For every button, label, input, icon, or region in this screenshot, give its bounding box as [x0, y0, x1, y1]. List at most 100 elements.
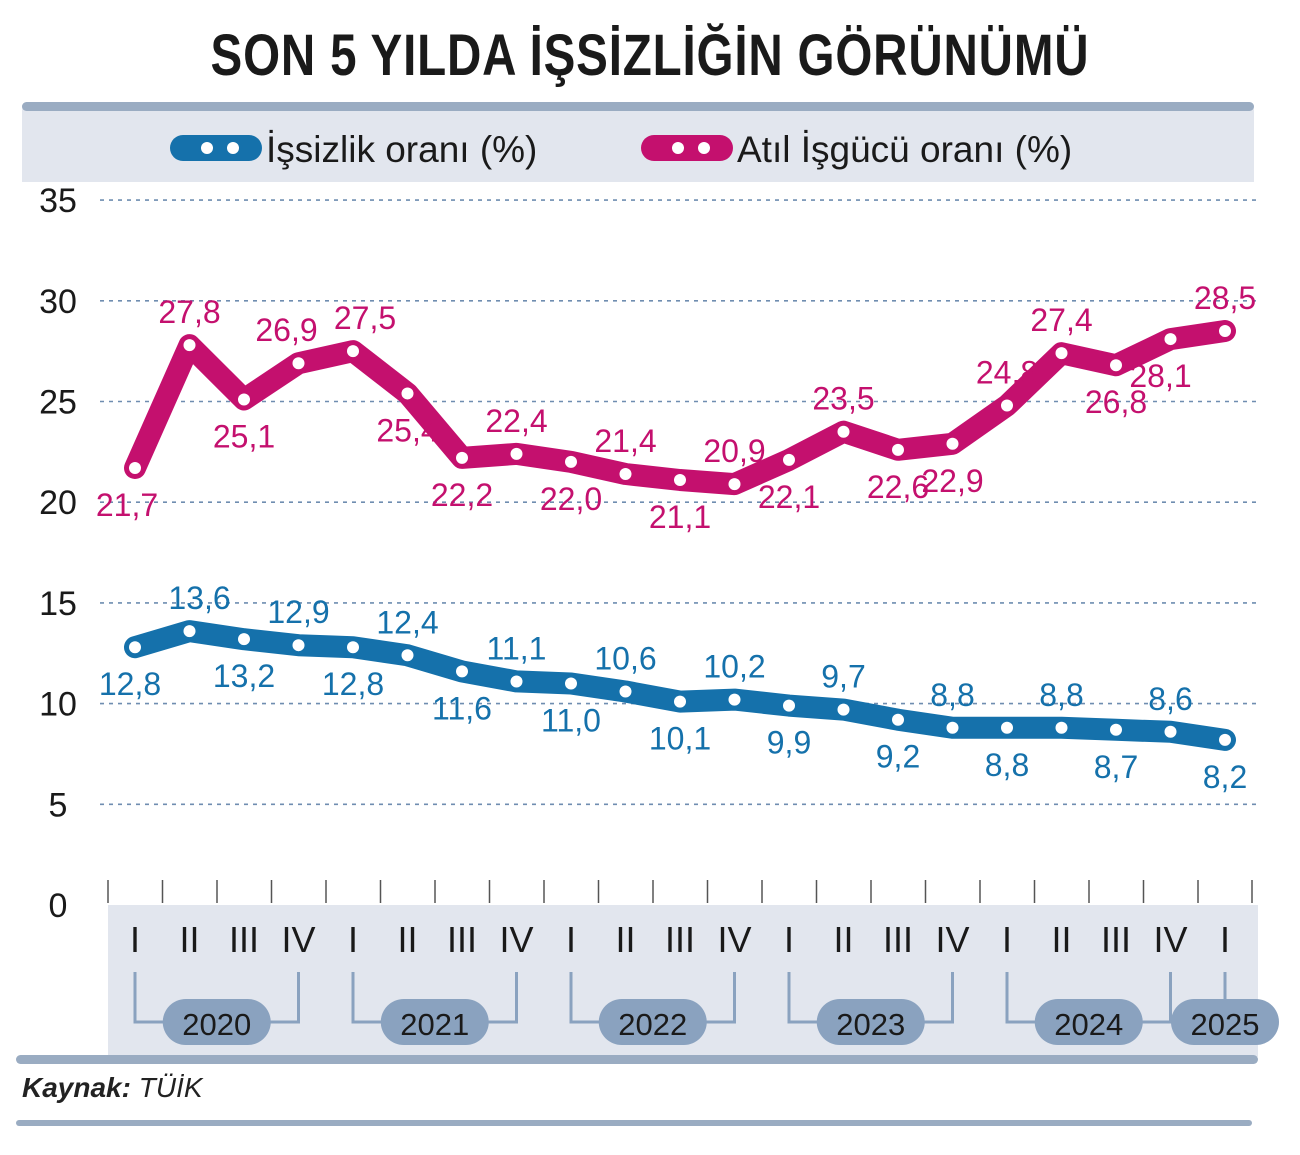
data-label-unemployment: 9,9: [767, 725, 811, 761]
year-pill: [162, 999, 271, 1045]
data-label-unemployment: 13,6: [168, 580, 230, 616]
data-label-underutilization: 22,1: [758, 479, 820, 515]
data-label-underutilization: 27,5: [334, 300, 396, 336]
quarter-label: IV: [935, 919, 969, 960]
data-label-underutilization: 24,8: [976, 355, 1038, 391]
data-point-unemployment: [565, 677, 577, 690]
year-label: 2020: [182, 1007, 251, 1042]
source-line: Kaynak: TÜİK: [22, 1072, 203, 1104]
data-point-underutilization: [238, 393, 250, 406]
data-point-unemployment: [892, 713, 904, 726]
quarter-label: II: [615, 919, 635, 960]
data-point-unemployment: [728, 693, 741, 706]
data-label-unemployment: 8,6: [1148, 681, 1192, 717]
data-point-unemployment: [401, 649, 414, 662]
data-point-unemployment: [238, 633, 250, 646]
legend-item-unemployment: İşsizlik oranı (%): [170, 129, 537, 170]
data-label-unemployment: 12,8: [322, 666, 384, 702]
y-tick-label: 35: [39, 182, 77, 220]
legend-label-unemployment: İşsizlik oranı (%): [266, 129, 537, 170]
data-label-unemployment: 8,7: [1094, 749, 1138, 785]
quarter-label: II: [179, 919, 199, 960]
y-tick-label: 0: [49, 887, 68, 925]
y-tick-label: 30: [39, 283, 77, 321]
data-point-unemployment: [456, 665, 468, 678]
data-point-underutilization: [1219, 325, 1231, 338]
quarter-label: IV: [717, 919, 751, 960]
data-point-unemployment: [129, 641, 141, 654]
data-label-unemployment: 10,1: [649, 721, 711, 757]
data-label-underutilization: 23,5: [812, 381, 874, 417]
data-label-underutilization: 26,8: [1085, 384, 1147, 420]
data-point-unemployment: [292, 639, 305, 652]
year-label: 2022: [618, 1007, 687, 1042]
quarter-label: II: [397, 919, 417, 960]
quarter-label: III: [883, 919, 913, 960]
quarter-label: I: [784, 919, 794, 960]
legend-band-top-rule: [22, 102, 1254, 111]
data-label-underutilization: 27,8: [158, 294, 220, 330]
data-label-unemployment: 12,9: [267, 594, 329, 630]
data-point-underutilization: [1001, 399, 1013, 412]
data-point-underutilization: [946, 437, 959, 450]
quarter-label: III: [665, 919, 695, 960]
y-tick-label: 15: [39, 585, 77, 623]
data-point-underutilization: [837, 425, 850, 438]
data-point-underutilization: [892, 443, 904, 456]
data-label-underutilization: 25,1: [213, 418, 275, 454]
data-point-unemployment: [1001, 721, 1013, 734]
y-tick-label: 25: [39, 384, 77, 422]
data-point-underutilization: [292, 357, 305, 370]
data-label-underutilization: 22,0: [540, 481, 602, 517]
data-point-underutilization: [1110, 359, 1122, 372]
data-label-underutilization: 22,4: [485, 403, 547, 439]
legend-item-underutilization: Atıl İşgücü oranı (%): [641, 129, 1072, 170]
quarter-label: I: [130, 919, 140, 960]
year-label: 2024: [1054, 1007, 1123, 1042]
quarter-label: II: [1051, 919, 1071, 960]
data-label-unemployment: 12,4: [376, 604, 438, 640]
data-label-unemployment: 9,7: [821, 659, 865, 695]
data-label-unemployment: 8,8: [985, 747, 1029, 783]
data-point-unemployment: [1055, 721, 1068, 734]
data-point-unemployment: [510, 675, 523, 688]
data-label-underutilization: 21,7: [96, 487, 158, 523]
data-label-unemployment: 9,2: [876, 739, 920, 775]
year-pill: [598, 999, 707, 1045]
data-label-underutilization: 22,2: [431, 477, 493, 513]
data-label-underutilization: 22,6: [867, 469, 929, 505]
data-point-unemployment: [1110, 723, 1122, 736]
quarter-label: I: [1002, 919, 1012, 960]
data-label-underutilization: 22,9: [921, 463, 983, 499]
data-point-unemployment: [674, 695, 686, 708]
data-label-underutilization: 25,4: [376, 412, 438, 448]
data-label-unemployment: 8,2: [1203, 759, 1247, 795]
data-label-unemployment: 12,8: [99, 666, 161, 702]
data-label-unemployment: 10,6: [594, 641, 656, 677]
data-label-unemployment: 11,1: [487, 630, 547, 666]
year-label: 2023: [836, 1007, 905, 1042]
quarter-label: III: [229, 919, 259, 960]
data-point-unemployment: [619, 685, 632, 698]
data-point-underutilization: [401, 387, 414, 400]
x-axis-bottom-rule: [16, 1055, 1258, 1064]
data-label-unemployment: 11,0: [541, 702, 601, 738]
quarter-label: III: [1101, 919, 1131, 960]
data-point-underutilization: [728, 478, 741, 491]
data-point-underutilization: [510, 447, 523, 460]
data-point-underutilization: [129, 461, 141, 474]
data-point-unemployment: [347, 641, 359, 654]
data-label-underutilization: 27,4: [1030, 302, 1092, 338]
year-label: 2025: [1191, 1007, 1260, 1042]
quarter-label: I: [566, 919, 576, 960]
data-label-underutilization: 26,9: [255, 312, 317, 348]
y-tick-label: 20: [39, 484, 77, 522]
year-pill: [1171, 999, 1279, 1045]
source-value: TÜİK: [138, 1072, 203, 1103]
footer-rule: [16, 1120, 1252, 1126]
data-point-underutilization: [1055, 347, 1068, 360]
quarter-label: IV: [499, 919, 533, 960]
year-pill: [380, 999, 489, 1045]
year-label: 2021: [400, 1007, 469, 1042]
